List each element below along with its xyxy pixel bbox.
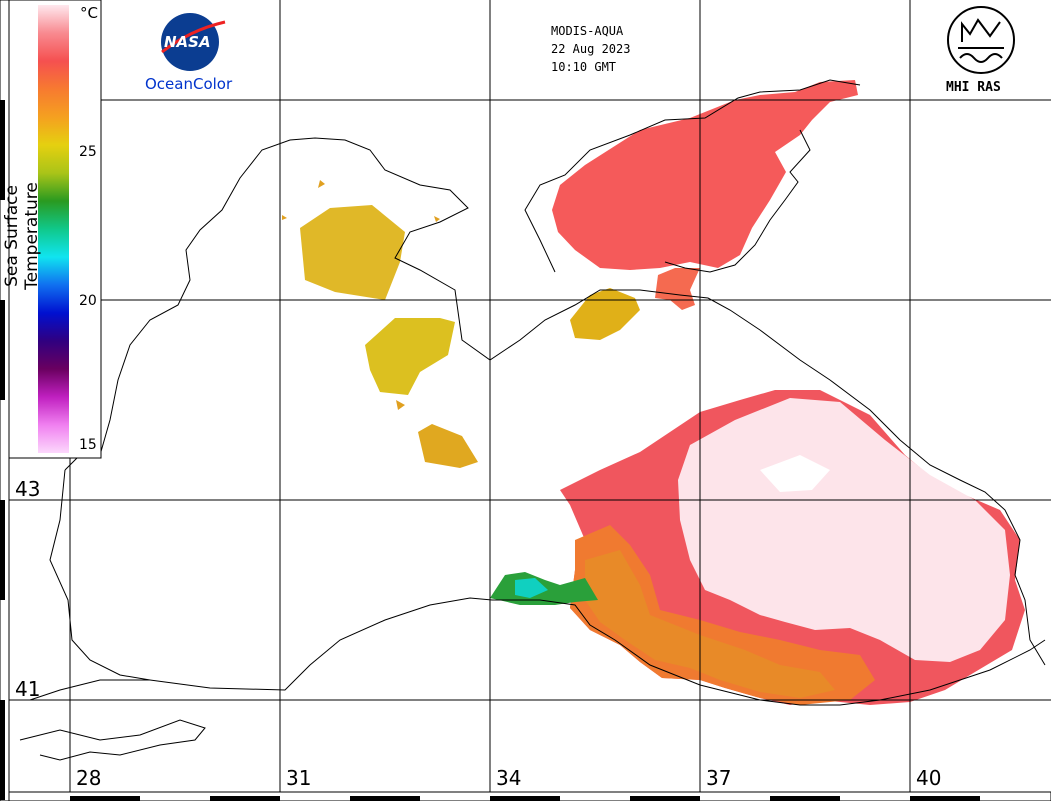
- colorbar-panel: [8, 0, 102, 459]
- sst-sinop-cyan: [515, 578, 548, 598]
- date-label: 22 Aug 2023: [551, 42, 631, 56]
- sst-azov: [552, 80, 858, 270]
- colorbar-tick-25: 25: [79, 144, 97, 160]
- lon-label-34: 34: [496, 766, 522, 790]
- sst-nw-1: [300, 205, 405, 300]
- sst-white-core: [678, 398, 1010, 662]
- lon-label-31: 31: [286, 766, 312, 790]
- sst-orange-band: [570, 525, 875, 705]
- oceancolor-caption: OceanColor: [145, 75, 233, 93]
- time-label: 10:10 GMT: [551, 60, 617, 74]
- colorbar-tick-20: 20: [79, 293, 97, 309]
- mhi-ras-caption: MHI RAS: [946, 80, 1001, 95]
- colorbar-unit: °C: [80, 4, 98, 22]
- bottom-scale: [0, 791, 1051, 801]
- sensor-label: MODIS-AQUA: [551, 24, 624, 38]
- coast-north: [64, 137, 1046, 666]
- sst-kerch: [655, 268, 700, 310]
- coast-west: [49, 469, 151, 681]
- colorbar-tick-15: 15: [79, 437, 97, 453]
- mhi-ras-logo: [947, 6, 1015, 74]
- sst-nw-2: [365, 318, 455, 395]
- nasa-logo: [161, 13, 226, 71]
- left-scale: [0, 0, 10, 801]
- coast-azov: [524, 79, 861, 273]
- coast-marmara: [19, 719, 206, 761]
- nasa-badge-text: NASA: [164, 33, 211, 51]
- sst-crimea: [570, 288, 640, 340]
- sst-orange-core: [585, 550, 835, 698]
- colorbar-gradient: [38, 5, 69, 453]
- sst-field: [282, 80, 1025, 705]
- lon-label-28: 28: [76, 766, 102, 790]
- sst-white-blob2: [760, 455, 830, 492]
- lon-label-40: 40: [916, 766, 942, 790]
- coast-south: [29, 597, 1046, 706]
- colorbar-title: Sea Surface Temperature: [2, 182, 42, 290]
- lat-label-43: 43: [15, 477, 41, 501]
- image-header: MODIS-AQUA 22 Aug 2023 10:10 GMT: [551, 22, 630, 76]
- lon-label-37: 37: [706, 766, 732, 790]
- lat-label-41: 41: [15, 677, 41, 701]
- sst-nw-3: [418, 424, 478, 468]
